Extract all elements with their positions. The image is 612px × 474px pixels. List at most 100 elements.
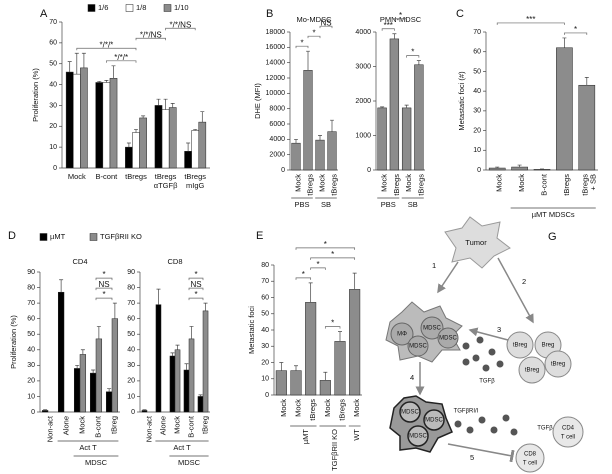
cell xyxy=(390,322,414,346)
error-bar xyxy=(156,288,161,305)
x-tick-label: tBregs xyxy=(305,174,314,196)
error-bar xyxy=(97,81,102,83)
x-tick-label: Mock xyxy=(68,172,86,181)
bracket xyxy=(188,287,204,291)
y-tick-label: 0 xyxy=(281,167,285,174)
error-bar xyxy=(107,388,112,392)
legend-swatch xyxy=(125,4,134,12)
y-tick-label: 60 xyxy=(49,40,57,47)
bar xyxy=(41,410,49,413)
bracket xyxy=(319,25,333,29)
bar xyxy=(183,369,190,413)
bar xyxy=(105,391,113,413)
cell xyxy=(420,316,444,340)
bracket xyxy=(307,35,321,39)
annotation: * xyxy=(102,270,105,279)
error-bar xyxy=(111,65,116,79)
bar xyxy=(154,105,163,169)
subplot-title: Mo-MDSC xyxy=(297,15,333,24)
y-tick-label: 50 xyxy=(473,68,481,75)
x-tick-label: tBregs xyxy=(308,399,317,421)
annotation: * xyxy=(324,240,327,249)
step-label: 2 xyxy=(522,277,526,286)
bracket xyxy=(324,326,341,329)
error-bar xyxy=(203,302,208,311)
error-bar xyxy=(141,115,146,118)
y-tick-label: 0 xyxy=(477,167,481,174)
cell-label: CD8 xyxy=(524,452,537,458)
y-tick-label: 16000 xyxy=(266,44,286,51)
bar xyxy=(578,84,596,171)
bar xyxy=(95,338,103,413)
cell-label: tBreg xyxy=(525,368,539,374)
bar xyxy=(57,291,65,413)
error-bar xyxy=(189,326,194,339)
bracket xyxy=(95,277,113,281)
cell xyxy=(407,335,429,357)
bar xyxy=(197,396,204,413)
annotation: * xyxy=(300,38,303,47)
bracket xyxy=(295,247,356,250)
error-bar xyxy=(392,33,397,39)
y-tick-label: 80 xyxy=(127,284,135,291)
inhibition-arrow xyxy=(447,443,515,463)
bar xyxy=(556,47,573,171)
y-tick-label: 10 xyxy=(261,376,269,383)
step-label: 5 xyxy=(470,453,474,462)
bar xyxy=(290,370,302,396)
step-label: 3 xyxy=(497,325,501,334)
x-tick-label: B-cont xyxy=(186,415,195,438)
bar xyxy=(102,82,111,169)
y-tick-label: 8000 xyxy=(269,106,285,113)
y-tick-label: 20 xyxy=(261,359,269,366)
y-tick-label: 10 xyxy=(27,393,35,400)
cell-label: MDSC xyxy=(425,418,443,424)
y-tick-label: 10 xyxy=(127,393,135,400)
error-bar xyxy=(163,98,168,110)
subplot-title: CD8 xyxy=(167,257,182,266)
cell xyxy=(518,356,546,384)
error-bar xyxy=(184,363,189,370)
annotation: * xyxy=(194,290,197,299)
bar xyxy=(111,318,119,413)
bar xyxy=(275,370,287,396)
x-tick-label: Non-act xyxy=(45,415,54,442)
x-tick-label: tBregs xyxy=(155,172,177,181)
cell-label: MDSC xyxy=(409,434,427,440)
tgfb-label: TGFβ xyxy=(537,426,553,432)
group-label: SB xyxy=(321,200,331,209)
error-bar xyxy=(330,119,334,132)
x-tick-label: Mock xyxy=(293,399,302,417)
y-tick-label: 50 xyxy=(261,311,269,318)
bracket xyxy=(310,257,356,260)
x-tick-label: Mock xyxy=(517,174,526,192)
x-tick-label: Mock xyxy=(293,174,302,192)
bracket xyxy=(95,287,113,291)
group-label: µMT xyxy=(301,429,310,445)
error-bar xyxy=(352,272,357,290)
group-label: MDSC xyxy=(178,458,201,467)
cell-label: MDSC xyxy=(409,344,427,350)
panel-label: C xyxy=(456,8,464,20)
subplot-title: CD4 xyxy=(72,257,87,266)
diagram: G Tumor 1 2 MDSC MΦ MDSC MDSC 3 tBreg Br… xyxy=(385,216,584,473)
bracket xyxy=(95,297,113,301)
error-bar xyxy=(134,129,138,133)
bar xyxy=(401,107,412,171)
tgfb-label: TGFβ xyxy=(479,379,495,385)
bar xyxy=(65,71,74,169)
legend-swatch xyxy=(87,4,96,12)
x-tick-label: Mock xyxy=(77,416,86,434)
x-tick-label: tBregs xyxy=(184,172,206,181)
arrow xyxy=(497,257,534,324)
bar xyxy=(389,38,400,171)
y-tick-label: 10 xyxy=(473,147,481,154)
x-tick-label: αTGFβ xyxy=(154,181,178,190)
y-tick-label: 4000 xyxy=(355,29,371,36)
step-label: 4 xyxy=(410,373,414,382)
cell-label: T cell xyxy=(561,435,575,441)
x-tick-label: tBreg xyxy=(200,416,209,434)
error-bar xyxy=(193,129,198,131)
panel-label: E xyxy=(256,230,263,242)
error-bar xyxy=(74,52,79,75)
